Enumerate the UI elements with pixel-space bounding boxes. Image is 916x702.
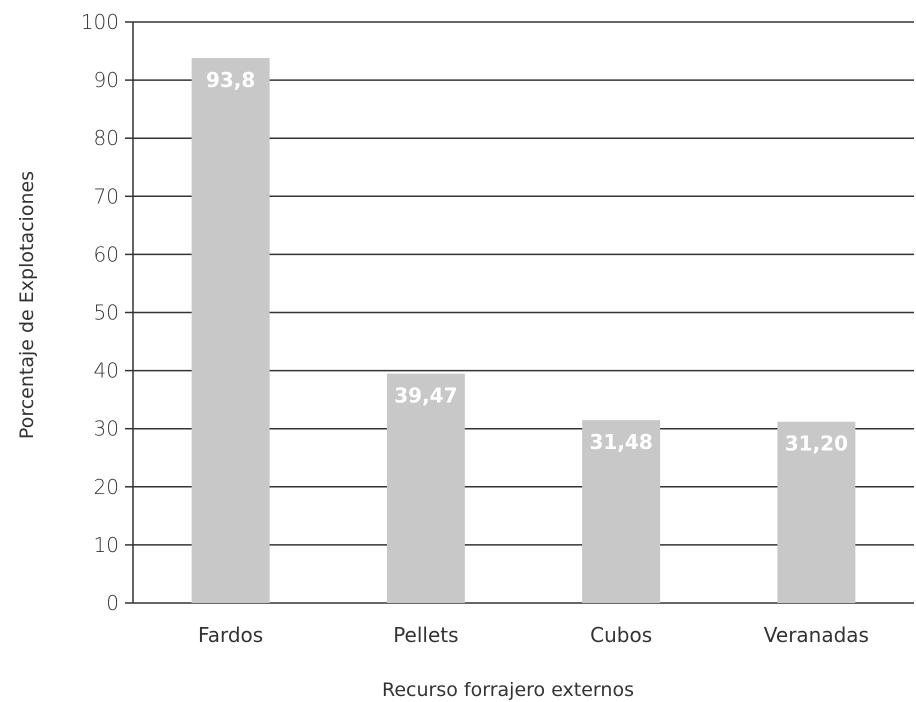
y-tick-label: 100 — [81, 10, 119, 34]
y-tick-label: 20 — [94, 475, 119, 499]
y-tick-label: 0 — [106, 591, 119, 615]
x-axis-categories: Fardos Pellets Cubos Veranadas — [198, 623, 869, 647]
data-label: 39,47 — [394, 384, 457, 408]
bars — [191, 58, 856, 604]
data-labels: 93,8 39,47 31,48 31,20 — [206, 68, 848, 456]
x-category-label: Fardos — [198, 623, 263, 647]
bar-fardos — [191, 58, 270, 604]
bar-veranadas — [777, 421, 856, 603]
y-tick-label: 80 — [94, 126, 119, 150]
y-tick-label: 10 — [94, 533, 119, 557]
y-tick-label: 70 — [94, 184, 119, 208]
y-tick-label: 40 — [94, 359, 119, 383]
data-label: 31,20 — [785, 432, 848, 456]
y-tick-label: 60 — [94, 242, 119, 266]
data-label: 31,48 — [589, 430, 652, 454]
x-category-label: Cubos — [590, 623, 652, 647]
bar-cubos — [582, 420, 661, 603]
bar-pellets — [386, 373, 465, 603]
x-category-label: Veranadas — [764, 623, 869, 647]
y-tick-label: 50 — [94, 301, 119, 325]
y-axis-ticks: 0 10 20 30 40 50 60 70 80 90 100 — [81, 10, 133, 615]
y-axis-title: Porcentaje de Explotaciones — [16, 171, 38, 439]
x-axis-title: Recurso forrajero externos — [382, 679, 634, 701]
y-tick-label: 90 — [94, 68, 119, 92]
data-label: 93,8 — [206, 68, 255, 92]
x-category-label: Pellets — [393, 623, 458, 647]
y-tick-label: 30 — [94, 417, 119, 441]
